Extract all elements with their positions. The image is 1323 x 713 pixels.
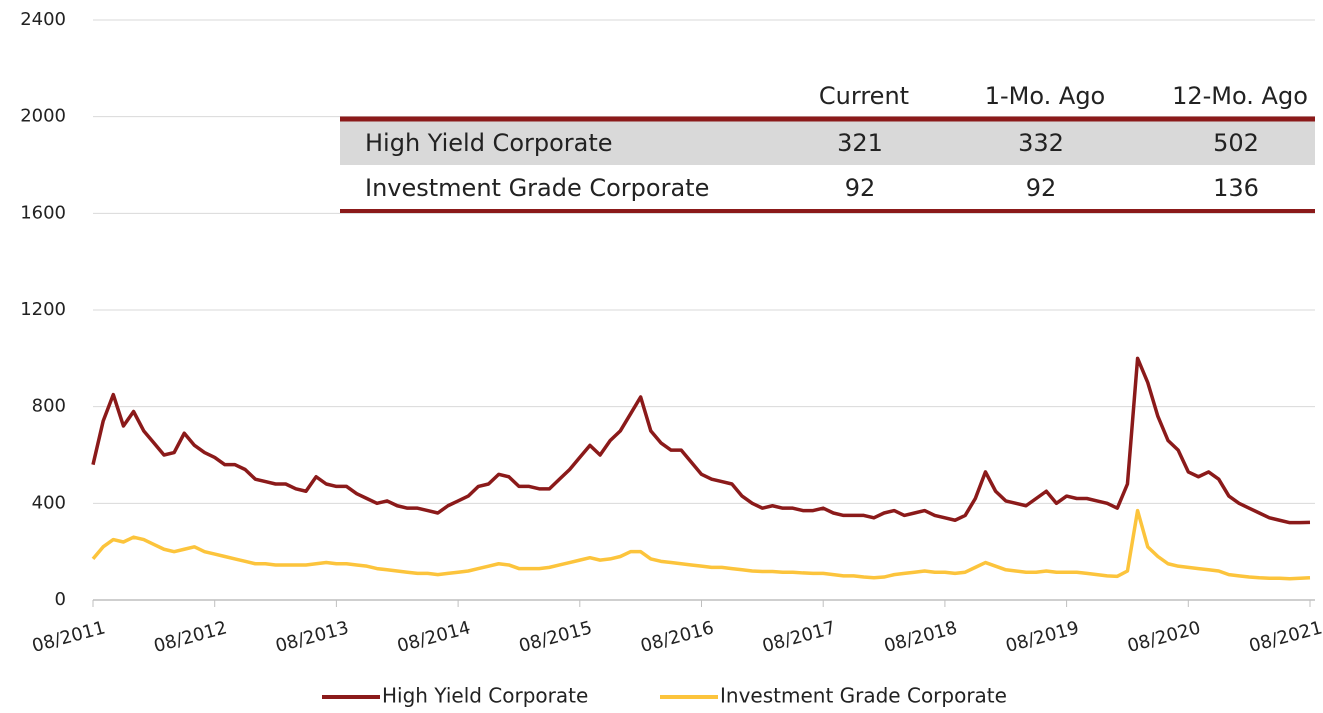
- series-line: [91, 356, 1311, 525]
- x-tick-label: 08/2018: [882, 617, 960, 657]
- y-tick-label: 2400: [20, 9, 66, 30]
- table-header: 12-Mo. Ago: [1172, 82, 1308, 110]
- x-tick-label: 08/2014: [395, 617, 473, 657]
- x-tick-label: 08/2019: [1004, 617, 1082, 657]
- legend-label: Investment Grade Corporate: [720, 684, 1007, 708]
- y-tick-label: 0: [55, 589, 66, 610]
- x-tick-label: 08/2012: [152, 617, 230, 657]
- table-cell: 502: [1213, 129, 1259, 157]
- series-line: [91, 508, 1311, 581]
- table-row-bg: [340, 121, 1315, 165]
- table-cell: 92: [1026, 174, 1057, 202]
- x-tick-label: 08/2011: [30, 617, 108, 657]
- x-tick-label: 08/2013: [273, 617, 351, 657]
- x-tick-label: 08/2021: [1247, 617, 1323, 657]
- x-tick-label: 08/2015: [517, 617, 595, 657]
- table-header: Current: [819, 82, 909, 110]
- y-tick-label: 1200: [20, 299, 66, 320]
- table-header: 1-Mo. Ago: [985, 82, 1106, 110]
- y-tick-label: 400: [32, 492, 66, 513]
- table-row-label: Investment Grade Corporate: [365, 174, 709, 202]
- x-tick-label: 08/2016: [638, 617, 716, 657]
- x-tick-label: 08/2020: [1125, 617, 1203, 657]
- table-row-label: High Yield Corporate: [365, 129, 613, 157]
- y-tick-label: 2000: [20, 106, 66, 127]
- y-tick-label: 1600: [20, 202, 66, 223]
- x-tick-label: 08/2017: [760, 617, 838, 657]
- y-tick-label: 800: [32, 396, 66, 417]
- legend-label: High Yield Corporate: [382, 684, 588, 708]
- table-cell: 321: [837, 129, 883, 157]
- table-cell: 92: [845, 174, 876, 202]
- table-cell: 332: [1018, 129, 1064, 157]
- table-cell: 136: [1213, 174, 1259, 202]
